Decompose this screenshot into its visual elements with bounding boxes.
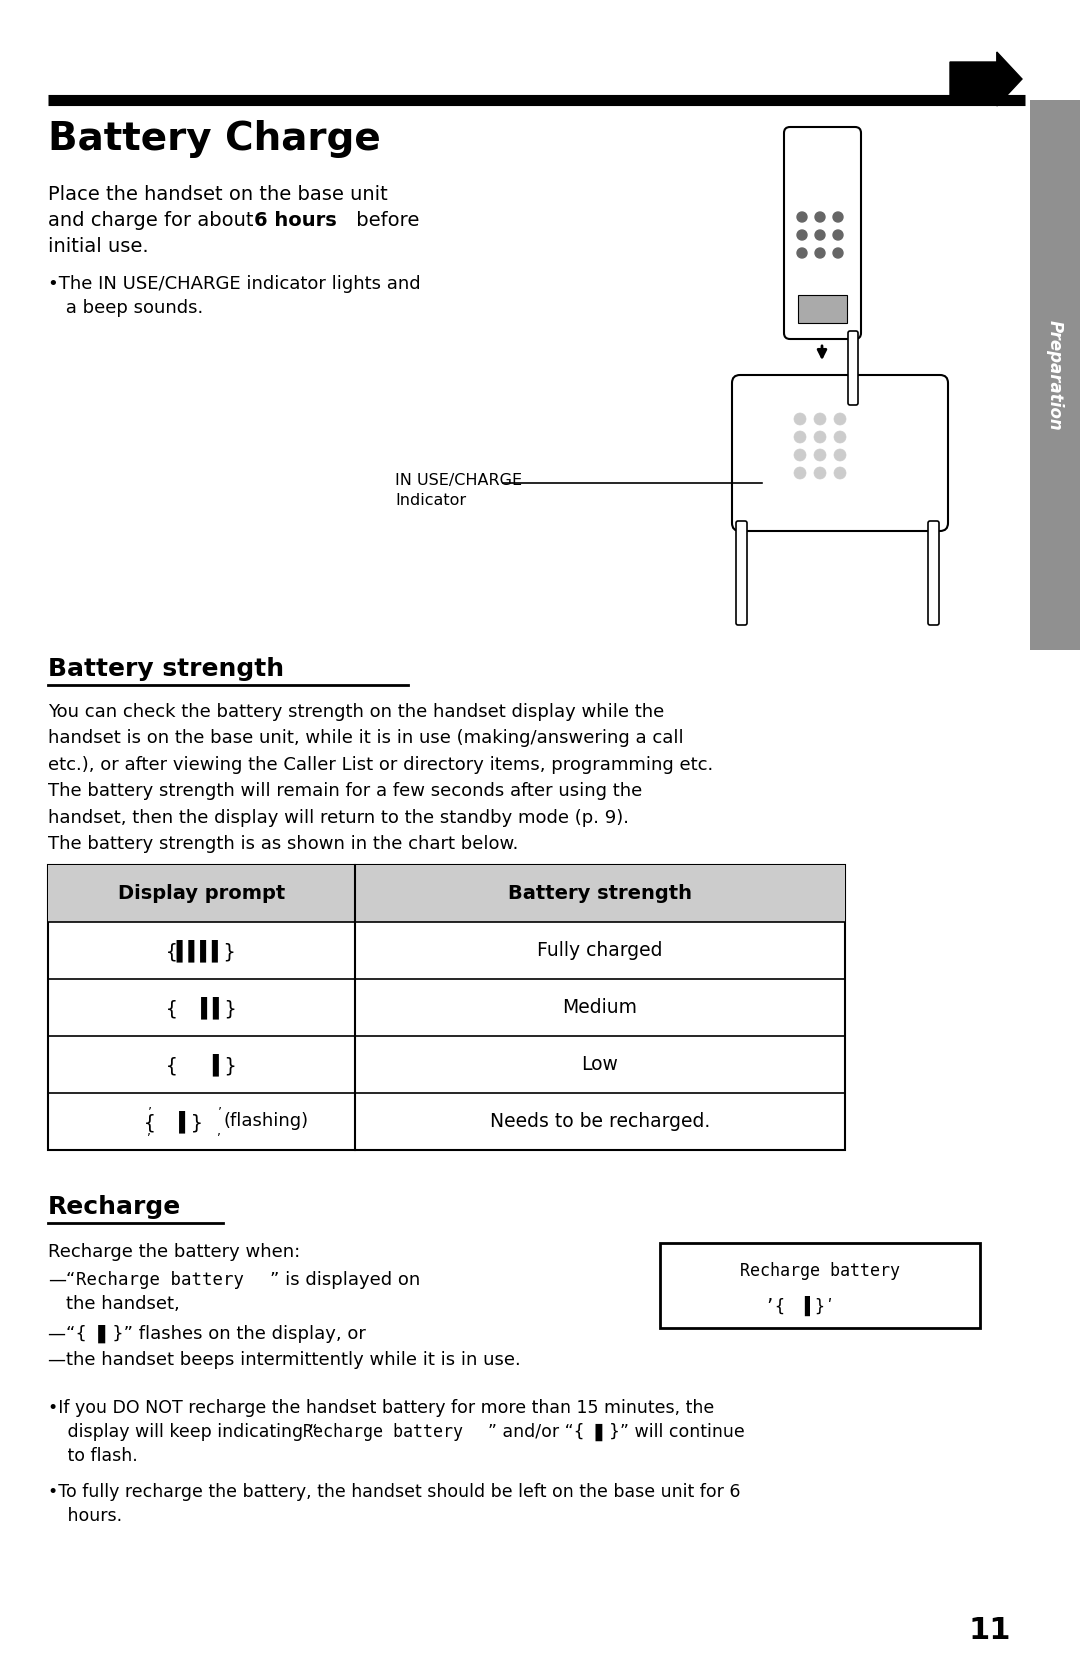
Text: Needs to be recharged.: Needs to be recharged. xyxy=(490,1112,711,1132)
Text: Recharge the battery when:: Recharge the battery when: xyxy=(48,1243,300,1262)
Circle shape xyxy=(833,230,843,240)
FancyBboxPatch shape xyxy=(784,127,861,339)
Circle shape xyxy=(814,431,826,442)
Text: ’: ’ xyxy=(148,1105,151,1118)
Circle shape xyxy=(833,249,843,259)
Bar xyxy=(48,865,845,1150)
Bar xyxy=(48,865,845,921)
Text: and charge for about: and charge for about xyxy=(48,210,260,230)
Text: Medium: Medium xyxy=(563,998,637,1016)
Text: ” is displayed on: ” is displayed on xyxy=(270,1272,420,1288)
Text: {  ▌}: { ▌} xyxy=(144,1110,203,1133)
Text: —the handset beeps intermittently while it is in use.: —the handset beeps intermittently while … xyxy=(48,1350,521,1369)
Text: before: before xyxy=(350,210,419,230)
Text: 11: 11 xyxy=(969,1616,1011,1646)
Circle shape xyxy=(834,467,846,479)
Text: Preparation: Preparation xyxy=(1047,320,1064,431)
Circle shape xyxy=(814,449,826,461)
Text: a beep sounds.: a beep sounds. xyxy=(60,299,203,317)
Bar xyxy=(1030,100,1080,649)
Text: {   ▌}: { ▌} xyxy=(166,1053,237,1077)
Text: •The IN USE/CHARGE indicator lights and: •The IN USE/CHARGE indicator lights and xyxy=(48,275,420,294)
Text: Battery strength: Battery strength xyxy=(48,658,284,681)
Text: •To fully recharge the battery, the handset should be left on the base unit for : •To fully recharge the battery, the hand… xyxy=(48,1484,741,1500)
Text: Place the handset on the base unit: Place the handset on the base unit xyxy=(48,185,388,204)
FancyBboxPatch shape xyxy=(735,521,747,624)
FancyBboxPatch shape xyxy=(928,521,939,624)
Text: Recharge: Recharge xyxy=(48,1195,181,1218)
Circle shape xyxy=(834,431,846,442)
Circle shape xyxy=(815,212,825,222)
Text: —“{  ▌}” flashes on the display, or: —“{ ▌}” flashes on the display, or xyxy=(48,1325,366,1344)
Text: ’: ’ xyxy=(217,1105,221,1118)
Text: {  ▌▌}: { ▌▌} xyxy=(166,996,237,1018)
Text: the handset,: the handset, xyxy=(66,1295,179,1314)
Text: ,: , xyxy=(148,1125,151,1138)
Text: display will keep indicating “: display will keep indicating “ xyxy=(62,1424,318,1440)
Circle shape xyxy=(797,212,807,222)
Bar xyxy=(660,1243,980,1329)
Circle shape xyxy=(794,412,806,426)
Text: —“: —“ xyxy=(48,1272,76,1288)
Text: ,: , xyxy=(217,1125,221,1138)
Circle shape xyxy=(814,467,826,479)
Circle shape xyxy=(814,412,826,426)
FancyBboxPatch shape xyxy=(848,330,858,406)
Text: Battery strength: Battery strength xyxy=(508,885,692,903)
Circle shape xyxy=(794,467,806,479)
Circle shape xyxy=(815,249,825,259)
Bar xyxy=(798,295,847,324)
Text: ’{  ▌}ʹ: ’{ ▌}ʹ xyxy=(765,1295,835,1315)
Circle shape xyxy=(794,431,806,442)
Text: Recharge battery: Recharge battery xyxy=(76,1272,244,1288)
Text: ” and/or “{  ▌}” will continue: ” and/or “{ ▌}” will continue xyxy=(488,1424,745,1442)
Text: Fully charged: Fully charged xyxy=(537,941,663,960)
Text: initial use.: initial use. xyxy=(48,237,149,255)
Circle shape xyxy=(797,249,807,259)
Text: to flash.: to flash. xyxy=(62,1447,138,1465)
Circle shape xyxy=(815,230,825,240)
Circle shape xyxy=(834,412,846,426)
Text: hours.: hours. xyxy=(62,1507,122,1525)
Text: Battery Charge: Battery Charge xyxy=(48,120,381,159)
FancyBboxPatch shape xyxy=(732,376,948,531)
Circle shape xyxy=(833,212,843,222)
Text: The battery strength is as shown in the chart below.: The battery strength is as shown in the … xyxy=(48,834,518,853)
Text: You can check the battery strength on the handset display while the
handset is o: You can check the battery strength on th… xyxy=(48,703,713,826)
Circle shape xyxy=(797,230,807,240)
Text: 6 hours: 6 hours xyxy=(254,210,337,230)
Text: Recharge battery: Recharge battery xyxy=(303,1424,463,1440)
Text: Indicator: Indicator xyxy=(395,492,467,507)
Circle shape xyxy=(834,449,846,461)
Text: •If you DO NOT recharge the handset battery for more than 15 minutes, the: •If you DO NOT recharge the handset batt… xyxy=(48,1399,714,1417)
Circle shape xyxy=(794,449,806,461)
Polygon shape xyxy=(950,52,1022,107)
Text: (flashing): (flashing) xyxy=(224,1113,309,1130)
Text: Low: Low xyxy=(581,1055,619,1073)
Text: Recharge battery: Recharge battery xyxy=(740,1262,900,1280)
Text: {▌▌▌▌}: {▌▌▌▌} xyxy=(166,940,237,961)
Text: Display prompt: Display prompt xyxy=(118,885,285,903)
Text: IN USE/CHARGE: IN USE/CHARGE xyxy=(395,472,522,487)
